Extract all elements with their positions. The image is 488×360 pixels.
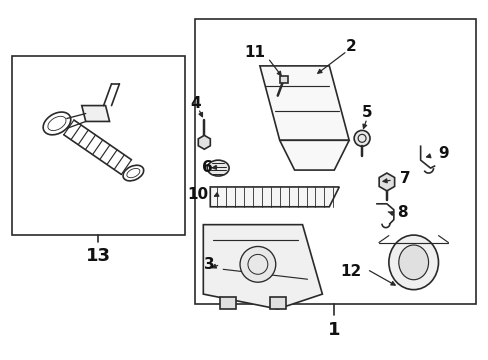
Text: 1: 1 <box>327 321 340 339</box>
Bar <box>269 297 285 309</box>
Text: 9: 9 <box>438 146 448 161</box>
Ellipse shape <box>207 160 229 176</box>
Text: 10: 10 <box>187 188 208 202</box>
Bar <box>195 19 475 304</box>
Bar <box>279 76 287 83</box>
Text: 13: 13 <box>85 247 110 265</box>
Bar <box>220 297 236 309</box>
Text: 5: 5 <box>361 105 371 120</box>
Polygon shape <box>203 225 322 309</box>
Ellipse shape <box>388 235 438 290</box>
Text: 2: 2 <box>345 39 356 54</box>
Text: 12: 12 <box>339 264 360 279</box>
Circle shape <box>353 130 369 146</box>
Text: 11: 11 <box>244 45 265 60</box>
Text: 7: 7 <box>399 171 409 185</box>
Text: 3: 3 <box>203 257 214 272</box>
Text: 8: 8 <box>396 205 407 220</box>
Text: 6: 6 <box>202 159 213 175</box>
Text: 4: 4 <box>190 96 200 111</box>
Circle shape <box>240 247 275 282</box>
Polygon shape <box>279 140 348 170</box>
Bar <box>12 56 185 235</box>
Polygon shape <box>81 105 109 121</box>
Polygon shape <box>210 187 339 207</box>
Polygon shape <box>259 66 348 140</box>
Ellipse shape <box>398 245 427 280</box>
